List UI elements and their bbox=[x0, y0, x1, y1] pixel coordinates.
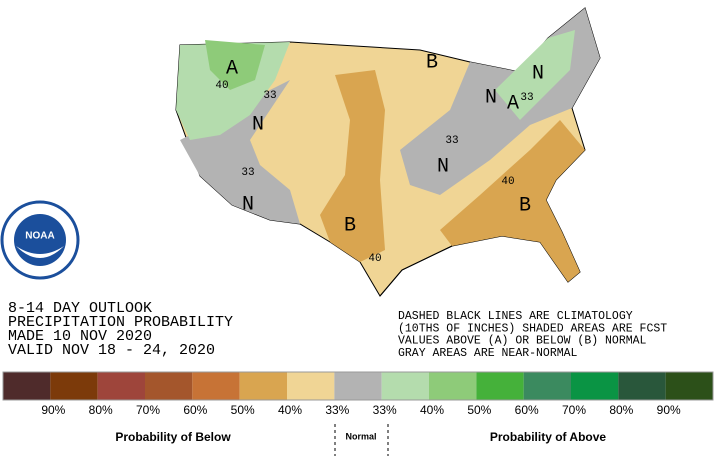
legend-swatch bbox=[3, 372, 51, 400]
green-core bbox=[205, 40, 265, 90]
map bbox=[175, 7, 601, 297]
note-line: GRAY AREAS ARE NEAR-NORMAL bbox=[398, 347, 578, 360]
legend-tick: 60% bbox=[183, 403, 207, 417]
contour-label: 33 bbox=[263, 90, 276, 102]
legend-swatch bbox=[145, 372, 193, 400]
contour-label: 33 bbox=[520, 92, 533, 104]
contour-label: 40 bbox=[215, 80, 228, 92]
region-label: N bbox=[532, 62, 544, 85]
legend-swatch bbox=[665, 372, 713, 400]
logo-text: NOAA bbox=[25, 231, 54, 242]
legend-tick: 90% bbox=[657, 403, 681, 417]
legend-swatch bbox=[239, 372, 287, 400]
legend-swatch bbox=[334, 372, 382, 400]
outlook-line: VALID NOV 18 - 24, 2020 bbox=[8, 342, 215, 359]
region-label: N bbox=[252, 113, 264, 136]
contour-label: 33 bbox=[445, 135, 458, 147]
legend-tick: 90% bbox=[41, 403, 65, 417]
legend-below: Probability of Below bbox=[115, 430, 231, 444]
legend-tick: 50% bbox=[467, 403, 491, 417]
legend-above: Probability of Above bbox=[490, 430, 607, 444]
legend-tick: 80% bbox=[89, 403, 113, 417]
gray-west bbox=[180, 80, 300, 224]
legend-tick: 40% bbox=[278, 403, 302, 417]
legend-swatch bbox=[618, 372, 666, 400]
legend-tick: 60% bbox=[515, 403, 539, 417]
legend-swatch bbox=[571, 372, 619, 400]
legend-tick: 50% bbox=[231, 403, 255, 417]
note-line: DASHED BLACK LINES ARE CLIMATOLOGY bbox=[398, 310, 633, 323]
legend-swatch bbox=[429, 372, 477, 400]
note-line: (10THS OF INCHES) SHADED AREAS ARE FCST bbox=[398, 322, 667, 335]
region-label: B bbox=[344, 214, 356, 237]
legend-tick: 33% bbox=[373, 403, 397, 417]
logo: NOAA bbox=[0, 200, 80, 280]
legend-swatch bbox=[287, 372, 335, 400]
legend: Probability of Below Normal Probability … bbox=[115, 424, 606, 456]
region-label: N bbox=[242, 193, 254, 216]
region-label: A bbox=[507, 92, 519, 115]
green-northwest bbox=[176, 42, 290, 140]
outlook-line: 8-14 DAY OUTLOOK bbox=[8, 300, 152, 317]
region-label: N bbox=[485, 86, 497, 109]
brown-plains bbox=[320, 70, 385, 262]
region-label: B bbox=[519, 194, 531, 217]
outlook-line: PRECIPITATION PROBABILITY bbox=[8, 314, 233, 331]
legend-tick: 33% bbox=[325, 403, 349, 417]
legend-swatch bbox=[476, 372, 524, 400]
legend-swatch bbox=[192, 372, 240, 400]
gulf-edge bbox=[379, 245, 453, 297]
legend-frame bbox=[2, 371, 714, 401]
legend-swatch bbox=[523, 372, 571, 400]
legend-swatch bbox=[381, 372, 429, 400]
legend-tick: 40% bbox=[420, 403, 444, 417]
contour-label: 33 bbox=[241, 167, 254, 179]
legend-swatch bbox=[97, 372, 145, 400]
contour-label: 40 bbox=[501, 176, 514, 188]
region-label: A bbox=[226, 57, 238, 80]
green-northeast bbox=[495, 30, 575, 120]
legend-tick: 70% bbox=[136, 403, 160, 417]
region-label: B bbox=[426, 51, 438, 74]
brown-southeast bbox=[440, 120, 585, 282]
legend-swatch bbox=[50, 372, 98, 400]
outlook-line: MADE 10 NOV 2020 bbox=[8, 328, 152, 345]
note-line: VALUES ABOVE (A) OR BELOW (B) NORMAL bbox=[398, 335, 647, 348]
legend-tick: 80% bbox=[609, 403, 633, 417]
legend-normal: Normal bbox=[345, 431, 376, 441]
region-label: N bbox=[437, 155, 449, 178]
contour-label: 40 bbox=[368, 253, 381, 265]
logo-bird bbox=[16, 246, 64, 258]
legend-tick: 70% bbox=[562, 403, 586, 417]
